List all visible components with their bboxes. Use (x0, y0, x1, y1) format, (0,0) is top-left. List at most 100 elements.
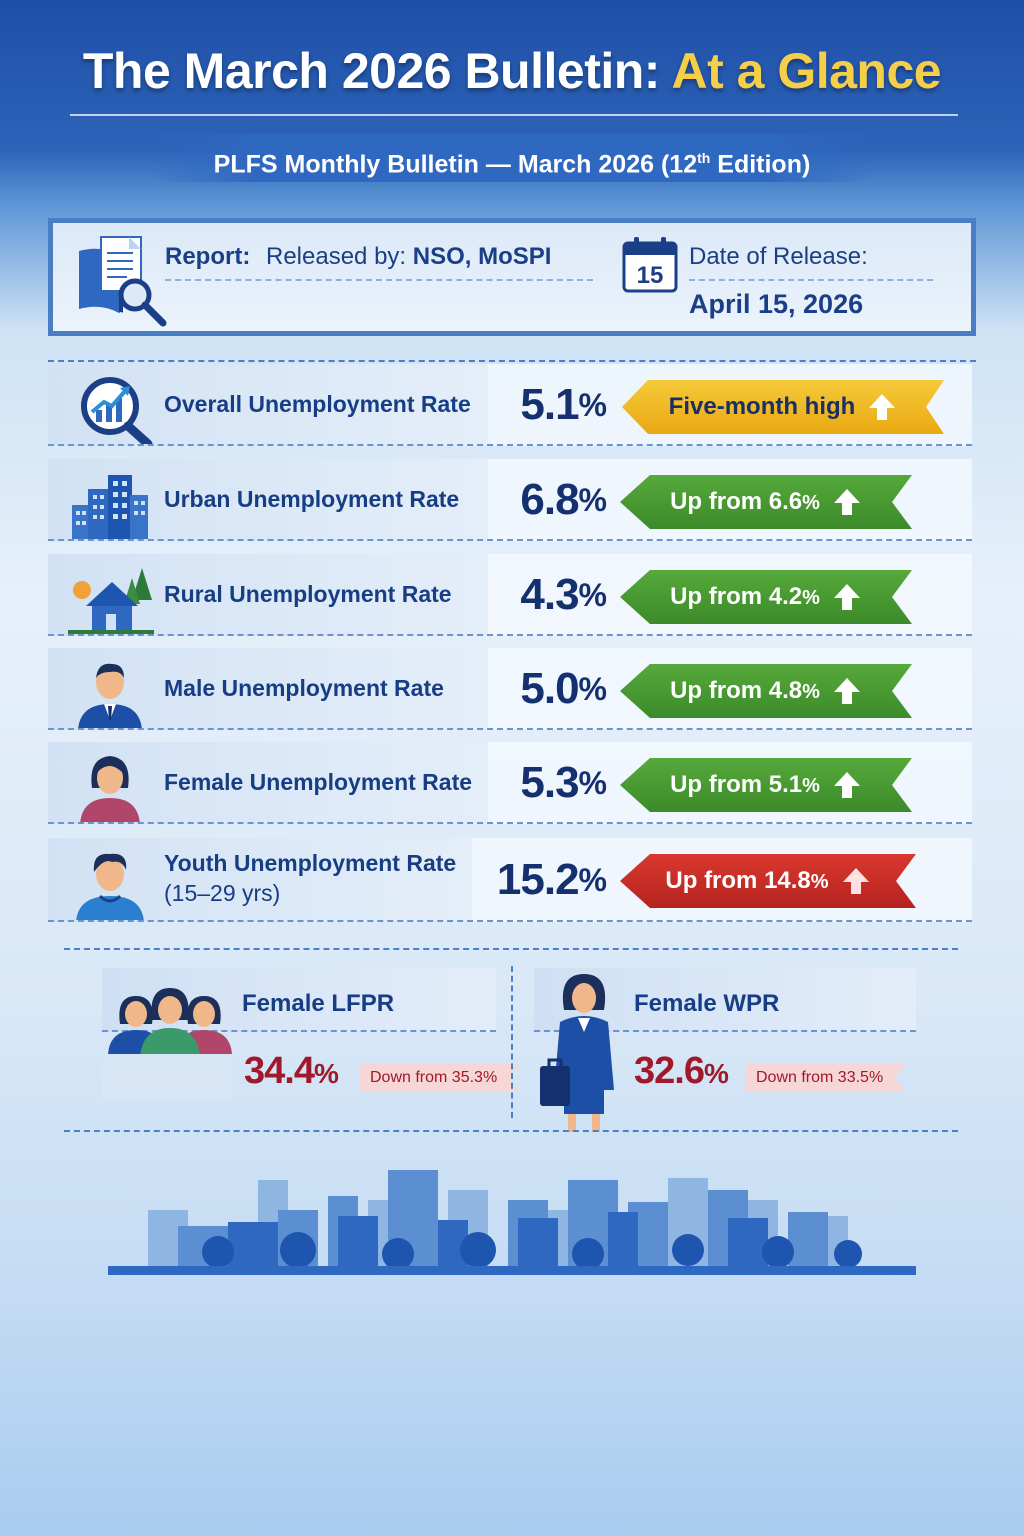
lfpr-value: 34.4% (244, 1050, 339, 1093)
value-unit: % (578, 576, 607, 613)
city-buildings-icon (72, 475, 148, 539)
woman-icon (80, 756, 140, 822)
metric-label: Male Unemployment Rate (164, 675, 444, 702)
city-skyline-illustration (108, 1170, 916, 1275)
badge-label: Up from 14.8 (665, 867, 811, 894)
badge-label: Up from 4.8 (670, 677, 803, 704)
value-unit: % (578, 861, 607, 898)
badge-unit: % (802, 775, 820, 797)
lfpr-title: Female LFPR (242, 990, 395, 1017)
badge-unit: % (810, 871, 829, 893)
title-divider (70, 114, 958, 116)
metric-label: Overall Unemployment Rate (164, 391, 471, 418)
value-number: 5.1 (520, 380, 579, 429)
value-number: 5.3 (520, 758, 579, 807)
metric-label: Female Unemployment Rate (164, 769, 473, 796)
metric-row-rural: Rural Unemployment Rate 4.3% Up from 4.2… (48, 554, 972, 636)
women-group-icon (108, 988, 232, 1054)
businesswoman-icon (540, 974, 614, 1132)
released-prefix: Released by: (266, 243, 407, 270)
calendar-icon: 15 (622, 237, 678, 293)
subtitle-prefix: PLFS Monthly Bulletin — March 2026 (12 (213, 150, 698, 179)
metric-value: 6.8% (488, 459, 607, 541)
up-arrow-icon (832, 676, 862, 706)
up-arrow-icon (832, 487, 862, 517)
report-divider (165, 279, 593, 281)
date-label: Date of Release: (689, 243, 868, 270)
metric-row-female: Female Unemployment Rate 5.3% Up from 5.… (48, 742, 972, 824)
page-title: The March 2026 Bulletin: At a Glance (0, 42, 1024, 100)
subtitle-suffix: Edition) (710, 150, 811, 179)
value-number: 34.4 (244, 1050, 315, 1092)
man-icon (78, 663, 142, 728)
title-main: The March 2026 Bulletin: (82, 43, 661, 99)
metric-value: 15.2% (472, 838, 607, 922)
status-badge: Up from 14.8% (620, 854, 916, 908)
report-info-box: Report: Released by: NSO, MoSPI 15 Date … (48, 218, 976, 336)
value-unit: % (578, 670, 607, 707)
metric-row-male: Male Unemployment Rate 5.0% Up from 4.8% (48, 648, 972, 730)
metric-value: 5.0% (488, 648, 607, 730)
badge-text: Up from 6.6% (670, 488, 820, 516)
metric-row-youth: Youth Unemployment Rate (15–29 yrs) 15.2… (48, 838, 972, 922)
metric-value: 4.3% (488, 554, 607, 636)
subtitle-sup: th (697, 150, 711, 166)
report-label: Report: (165, 243, 251, 270)
chart-magnifier-icon (81, 377, 153, 444)
badge-unit: % (802, 492, 820, 514)
youth-icon (76, 853, 144, 920)
metric-value: 5.1% (488, 364, 607, 446)
up-arrow-icon (841, 866, 871, 896)
badge-text: Up from 4.2% (670, 583, 820, 611)
up-arrow-icon (867, 392, 897, 422)
value-unit: % (578, 764, 607, 801)
wpr-value: 32.6% (634, 1050, 729, 1093)
status-badge: Five-month high (622, 380, 944, 434)
lfpr-change-badge: Down from 35.3% (360, 1064, 519, 1092)
released-by: Released by: NSO, MoSPI (266, 243, 551, 271)
female-wpr-card: Female WPR 32.6% Down from 33.5% (534, 968, 916, 1132)
metric-label: Youth Unemployment Rate (15–29 yrs) (164, 838, 456, 920)
female-lfpr-card: Female LFPR 34.4% Down from 35.3% (102, 968, 496, 1102)
metric-row-urban: Urban Unemployment Rate 6.8% Up from 6.6… (48, 459, 972, 541)
report-magnifier-icon (79, 236, 167, 327)
metric-label: Rural Unemployment Rate (164, 581, 452, 608)
rural-house-icon (68, 568, 154, 634)
status-badge: Up from 6.6% (620, 475, 912, 529)
wpr-title: Female WPR (634, 990, 780, 1017)
section-divider (48, 360, 976, 362)
header: The March 2026 Bulletin: At a Glance PLF… (0, 0, 1024, 200)
badge-label: Up from 4.2 (670, 583, 803, 610)
value-number: 15.2 (496, 855, 580, 904)
card-divider (511, 966, 513, 1118)
label-line1: Youth Unemployment Rate (164, 850, 457, 877)
badge-unit: % (802, 681, 820, 703)
value-number: 4.3 (520, 570, 579, 619)
metric-row-overall: Overall Unemployment Rate 5.1% Five-mont… (48, 364, 972, 446)
value-number: 5.0 (520, 664, 579, 713)
metric-value: 5.3% (488, 742, 607, 824)
up-arrow-icon (832, 770, 862, 800)
date-divider (689, 279, 933, 281)
badge-text: Up from 5.1% (670, 771, 820, 799)
wpr-change-badge: Down from 33.5% (746, 1064, 905, 1092)
calendar-day: 15 (637, 262, 664, 289)
up-arrow-icon (832, 582, 862, 612)
released-by-value: NSO, MoSPI (412, 243, 552, 270)
value-unit: % (578, 481, 607, 518)
title-accent: At a Glance (671, 43, 942, 99)
badge-label: Up from 6.6 (670, 488, 803, 515)
status-badge: Up from 5.1% (620, 758, 912, 812)
metric-label: Urban Unemployment Rate (164, 486, 460, 513)
section-divider (64, 948, 958, 950)
badge-text: Five-month high (668, 393, 856, 420)
status-badge: Up from 4.8% (620, 664, 912, 718)
badge-text: Up from 4.8% (670, 677, 820, 705)
badge-text: Up from 14.8% (665, 867, 828, 895)
value-number: 6.8 (520, 475, 579, 524)
value-number: 32.6 (634, 1050, 705, 1092)
badge-unit: % (802, 587, 820, 609)
value-unit: % (703, 1058, 729, 1089)
section-divider (64, 1130, 958, 1132)
value-unit: % (578, 386, 607, 423)
